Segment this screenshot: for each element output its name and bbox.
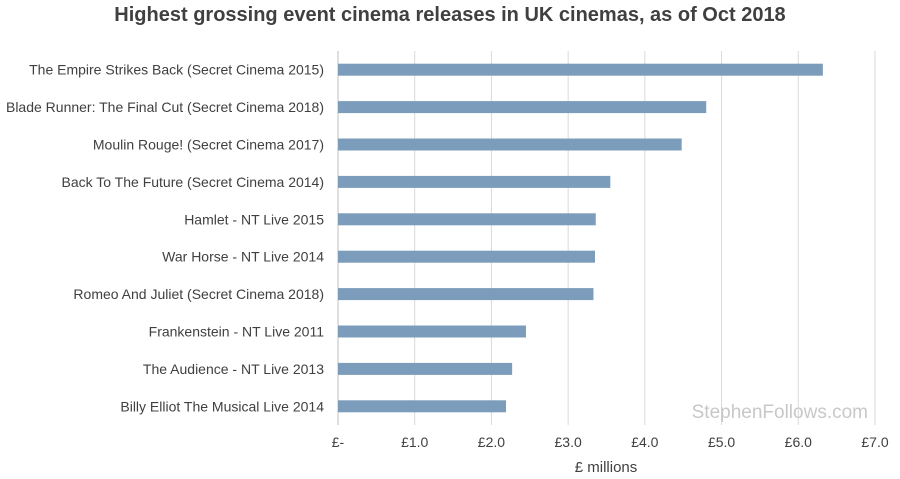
category-label: Blade Runner: The Final Cut (Secret Cine… bbox=[6, 99, 324, 115]
x-axis-title: £ millions bbox=[575, 459, 638, 476]
x-tick-label: £3.0 bbox=[555, 434, 582, 450]
bar bbox=[338, 325, 526, 338]
category-label: Romeo And Juliet (Secret Cinema 2018) bbox=[73, 286, 324, 302]
bar bbox=[338, 175, 611, 188]
bar bbox=[338, 362, 513, 375]
x-tick-label: £- bbox=[332, 434, 345, 450]
x-tick-label: £6.0 bbox=[785, 434, 812, 450]
chart-title: Highest grossing event cinema releases i… bbox=[114, 4, 786, 26]
category-label: War Horse - NT Live 2014 bbox=[162, 249, 324, 265]
category-label: Back To The Future (Secret Cinema 2014) bbox=[62, 174, 325, 190]
x-tick-label: £4.0 bbox=[631, 434, 658, 450]
category-label: The Audience - NT Live 2013 bbox=[143, 361, 324, 377]
x-tick-label: £7.0 bbox=[861, 434, 888, 450]
gridlines bbox=[337, 51, 876, 425]
bars bbox=[338, 63, 823, 413]
bar bbox=[338, 288, 594, 301]
category-label: Frankenstein - NT Live 2011 bbox=[149, 324, 325, 340]
category-label: Billy Elliot The Musical Live 2014 bbox=[120, 398, 324, 414]
category-label: Moulin Rouge! (Secret Cinema 2017) bbox=[93, 137, 324, 153]
category-label: Hamlet - NT Live 2015 bbox=[184, 211, 324, 227]
watermark: StephenFollows.com bbox=[692, 402, 868, 423]
category-label: The Empire Strikes Back (Secret Cinema 2… bbox=[29, 62, 324, 78]
bar bbox=[338, 250, 595, 263]
bar bbox=[338, 101, 707, 114]
bar bbox=[338, 138, 682, 151]
x-tick-label: £5.0 bbox=[708, 434, 735, 450]
category-labels: The Empire Strikes Back (Secret Cinema 2… bbox=[6, 62, 324, 415]
x-tick-label: £1.0 bbox=[401, 434, 428, 450]
x-tick-label: £2.0 bbox=[478, 434, 505, 450]
bar bbox=[338, 213, 596, 226]
bar bbox=[338, 400, 507, 413]
bar bbox=[338, 63, 823, 76]
x-tick-labels: £- £1.0 £2.0 £3.0 £4.0 £5.0 £6.0 £7.0 bbox=[332, 434, 889, 450]
